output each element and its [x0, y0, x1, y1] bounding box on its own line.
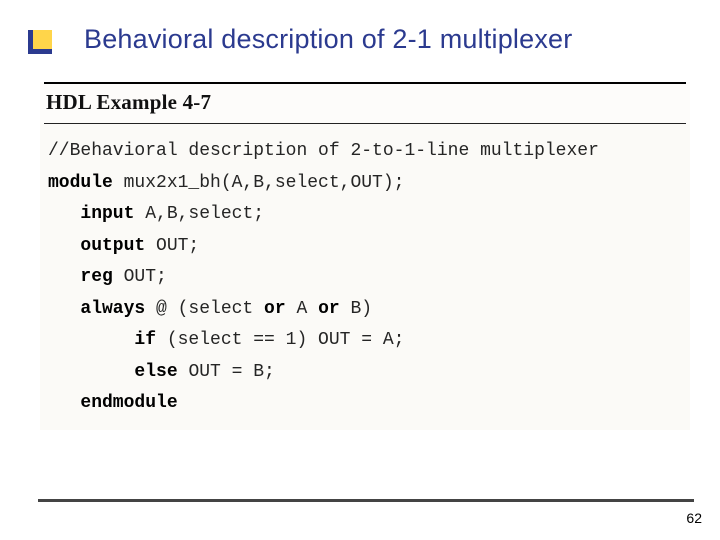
- code-text: A: [286, 299, 318, 319]
- code-line-else: else OUT = B;: [48, 357, 684, 389]
- code-block: //Behavioral description of 2-to-1-line …: [40, 124, 690, 430]
- code-line-module: module mux2x1_bh(A,B,select,OUT);: [48, 168, 684, 200]
- code-line-if: if (select == 1) OUT = A;: [48, 325, 684, 357]
- code-text: B): [340, 299, 372, 319]
- example-heading: HDL Example 4-7: [40, 84, 690, 123]
- code-line-input: input A,B,select;: [48, 199, 684, 231]
- code-text: OUT;: [145, 236, 199, 256]
- code-text: mux2x1_bh(A,B,select,OUT);: [113, 173, 405, 193]
- content-area: HDL Example 4-7 //Behavioral description…: [40, 82, 690, 430]
- code-line-always: always @ (select or A or B): [48, 294, 684, 326]
- kw-or: or: [318, 299, 340, 319]
- page-number: 62: [686, 510, 702, 526]
- code-text: (select == 1) OUT = A;: [156, 330, 404, 350]
- kw-endmodule: endmodule: [80, 393, 177, 413]
- code-text: OUT = B;: [178, 362, 275, 382]
- kw-input: input: [80, 204, 134, 224]
- code-text: A,B,select;: [134, 204, 264, 224]
- slide-decor-box: [28, 30, 52, 54]
- code-text: OUT;: [113, 267, 167, 287]
- kw-or: or: [264, 299, 286, 319]
- kw-reg: reg: [80, 267, 112, 287]
- code-line-endmodule: endmodule: [48, 388, 684, 420]
- footer-rule: [38, 499, 694, 502]
- kw-if: if: [134, 330, 156, 350]
- kw-module: module: [48, 173, 113, 193]
- slide-title: Behavioral description of 2-1 multiplexe…: [84, 24, 572, 55]
- kw-else: else: [134, 362, 177, 382]
- code-text: @ (select: [145, 299, 264, 319]
- kw-always: always: [80, 299, 145, 319]
- code-line-output: output OUT;: [48, 231, 684, 263]
- code-line-comment: //Behavioral description of 2-to-1-line …: [48, 136, 684, 168]
- kw-output: output: [80, 236, 145, 256]
- code-line-reg: reg OUT;: [48, 262, 684, 294]
